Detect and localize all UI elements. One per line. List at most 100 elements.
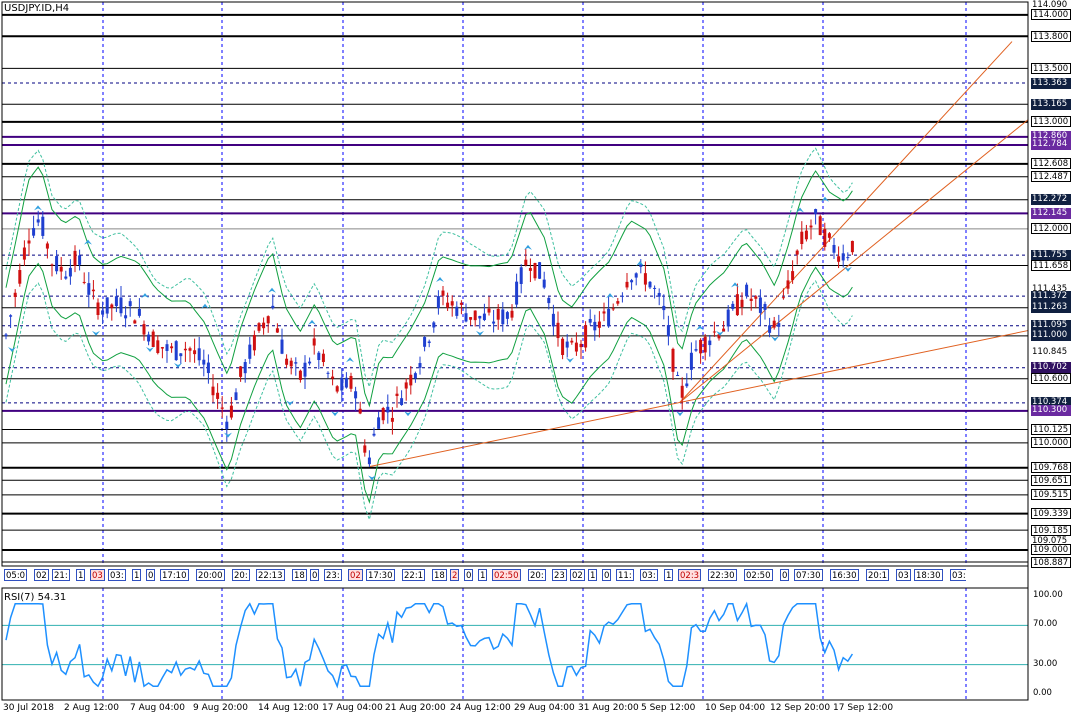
- bearish-candle: [275, 328, 279, 333]
- bearish-candle: [409, 374, 413, 386]
- price-label: 113.363: [1031, 78, 1071, 89]
- bearish-candle: [818, 216, 822, 236]
- candlesticks: [4, 208, 854, 467]
- price-label: 114.000: [1031, 9, 1071, 20]
- down-arrow-marker-icon: [146, 346, 154, 352]
- down-arrow-marker-icon: [331, 411, 339, 417]
- bearish-candle: [349, 375, 353, 389]
- bullish-candle: [542, 279, 546, 288]
- down-arrow-marker-icon: [771, 336, 779, 342]
- up-arrow-marker-icon: [606, 293, 614, 299]
- bullish-candle: [538, 262, 542, 279]
- session-label: 22:13: [256, 569, 285, 581]
- bullish-candle: [271, 305, 275, 309]
- bearish-candle: [611, 308, 615, 310]
- time-axis-label: 30 Jul 2018: [3, 703, 54, 713]
- bearish-candle: [643, 273, 647, 285]
- bullish-candle: [666, 325, 670, 337]
- bullish-candle: [36, 219, 40, 223]
- session-label: 0: [780, 569, 790, 581]
- bearish-candle: [257, 323, 261, 331]
- bullish-candle: [413, 373, 417, 379]
- down-arrow-marker-icon: [716, 330, 724, 336]
- bullish-candle: [588, 318, 592, 323]
- bearish-candle: [823, 228, 827, 247]
- bullish-candle: [685, 383, 689, 387]
- session-label: 0: [464, 569, 474, 581]
- session-label: 2: [450, 569, 460, 581]
- price-label: 110.845: [1031, 347, 1071, 358]
- rsi-title: RSI(7) 54.31: [4, 592, 67, 603]
- session-label: 03:: [108, 569, 126, 581]
- chart-symbol-title: USDJPY.ID,H4: [4, 3, 70, 14]
- bearish-candle: [82, 281, 86, 283]
- bearish-candle: [556, 322, 560, 339]
- price-label: 112.608: [1031, 158, 1071, 169]
- down-arrow-marker-icon: [286, 400, 294, 406]
- bullish-candle: [367, 457, 371, 465]
- bullish-candle: [128, 301, 132, 307]
- bearish-candle: [786, 280, 790, 289]
- price-label: 112.272: [1031, 194, 1071, 205]
- time-axis-label: 2 Aug 12:00: [64, 703, 119, 713]
- bearish-candle: [216, 392, 220, 399]
- bearish-candle: [22, 247, 26, 260]
- bearish-candle: [712, 331, 716, 333]
- session-label: 03: [896, 569, 911, 581]
- up-arrow-marker-icon: [268, 287, 276, 293]
- rsi-axis-label: 30.00: [1033, 659, 1058, 669]
- bullish-candle: [317, 352, 321, 361]
- bullish-candle: [147, 334, 151, 342]
- bearish-candle: [133, 320, 137, 324]
- bearish-candle: [809, 225, 813, 228]
- bearish-candle: [795, 250, 799, 255]
- bearish-candle: [170, 346, 174, 349]
- bullish-candle: [386, 406, 390, 413]
- bullish-candle: [676, 375, 680, 377]
- bullish-candle: [137, 308, 141, 316]
- session-label: 05:0: [4, 569, 28, 581]
- bullish-candle: [165, 344, 169, 351]
- time-axis-label: 29 Aug 04:00: [514, 703, 575, 713]
- bearish-candle: [50, 264, 54, 266]
- main-chart-frame: [1, 1, 1029, 567]
- bearish-candle: [262, 322, 266, 329]
- bullish-candle: [768, 325, 772, 333]
- up-arrow-marker-icon: [141, 293, 149, 299]
- up-arrow-marker-icon: [201, 303, 209, 309]
- bullish-candle: [565, 341, 569, 348]
- session-label: 18: [432, 569, 447, 581]
- bullish-candle: [694, 349, 698, 351]
- bullish-candle: [372, 433, 376, 436]
- bullish-candle: [9, 315, 13, 317]
- bearish-candle: [837, 256, 841, 262]
- session-label-strip: 05:0 02 21: 1 03 03: 1 0 17:10 20:00 20: 22:13 18 0 23…: [4, 569, 966, 582]
- bullish-candle: [455, 306, 459, 316]
- bullish-candle: [657, 292, 661, 297]
- bullish-candle: [482, 313, 486, 321]
- bearish-candle: [561, 338, 565, 356]
- down-arrow-marker-icon: [8, 346, 16, 352]
- bearish-candle: [469, 317, 473, 320]
- bearish-candle: [229, 405, 233, 418]
- bearish-candle: [13, 292, 17, 297]
- price-label: 114.090: [1031, 0, 1071, 11]
- bullish-candle: [340, 377, 344, 391]
- bullish-candle: [400, 398, 404, 406]
- bullish-candle: [243, 362, 247, 374]
- down-arrow-marker-icon: [476, 330, 484, 336]
- bearish-candle: [699, 339, 703, 354]
- bearish-candle: [450, 301, 454, 306]
- down-arrow-marker-icon: [224, 432, 232, 438]
- bullish-candle: [124, 315, 128, 319]
- price-label: 111.755: [1031, 250, 1071, 261]
- bullish-candle: [432, 322, 436, 328]
- rsi-line: [5, 601, 854, 689]
- session-label: 20:00: [196, 569, 225, 581]
- bearish-candle: [616, 301, 620, 304]
- time-axis-label: 10 Sep 04:00: [705, 703, 766, 713]
- bullish-candle: [689, 352, 693, 370]
- bullish-candle: [501, 309, 505, 325]
- trendlines[interactable]: [369, 41, 1029, 467]
